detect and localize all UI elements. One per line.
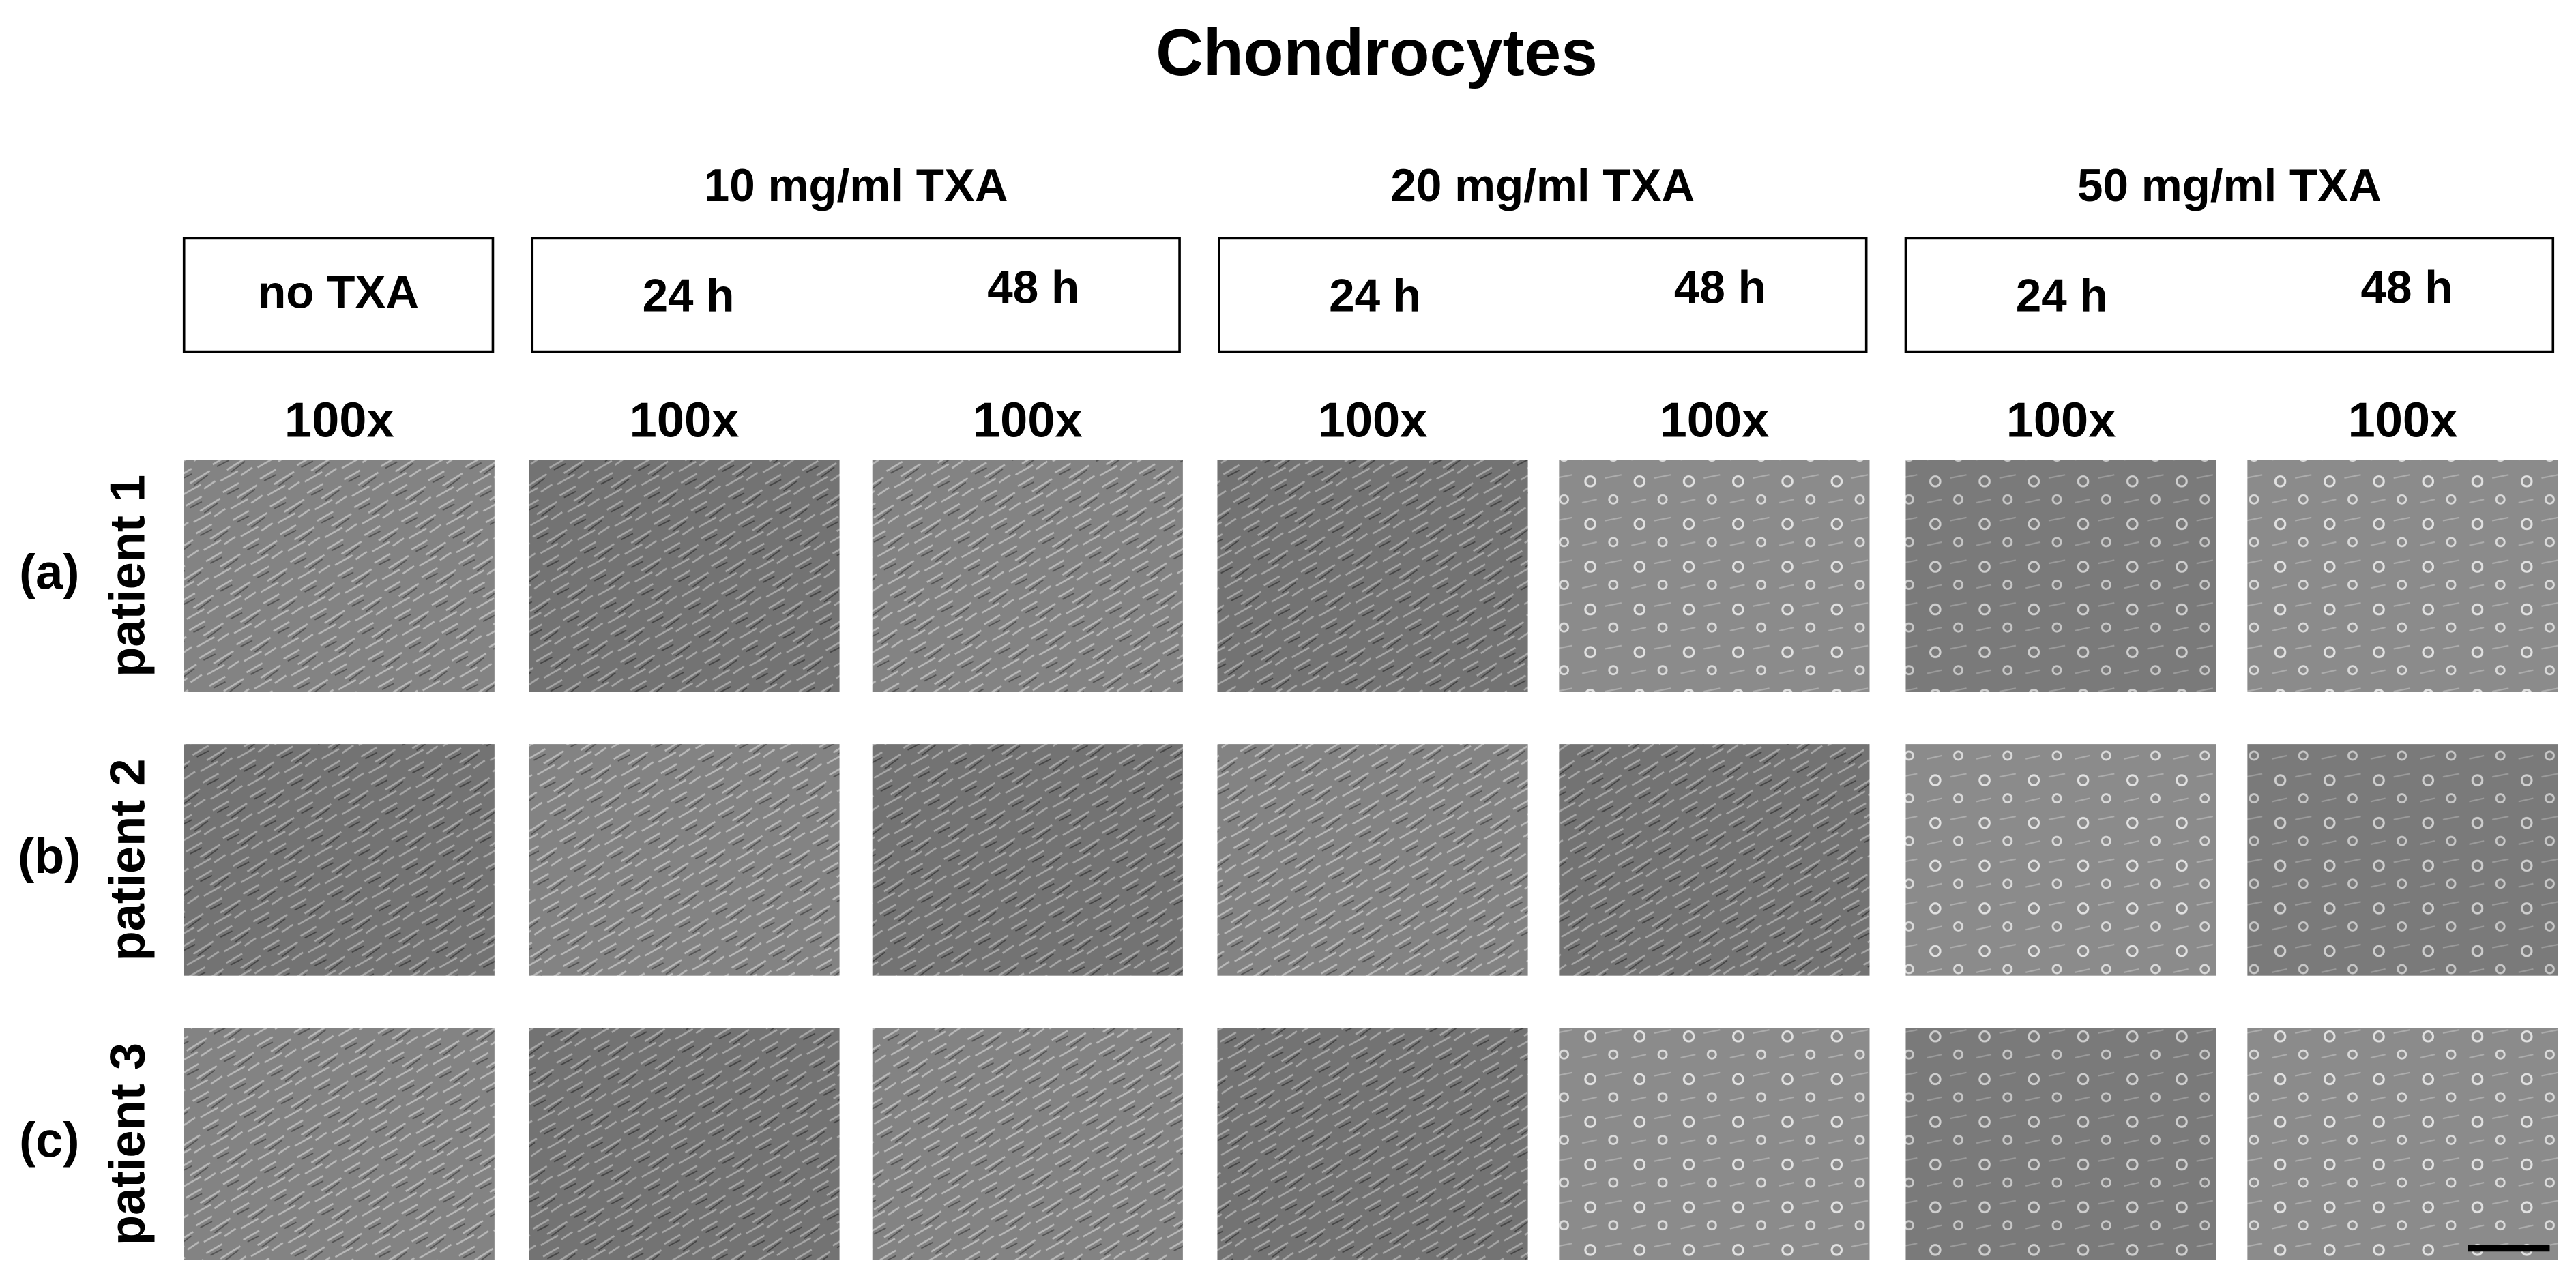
row-letter: (c) xyxy=(19,1114,79,1168)
row-label: patient 3 xyxy=(101,1043,156,1245)
micrograph-shade xyxy=(2247,460,2558,692)
magnification-label: 100x xyxy=(2006,393,2116,448)
micrograph xyxy=(1905,744,2216,976)
row-letter: (b) xyxy=(18,829,80,884)
micrograph xyxy=(872,460,1183,692)
time-label: 24 h xyxy=(643,270,735,321)
micrograph xyxy=(529,460,840,692)
time-label: 48 h xyxy=(987,262,1079,313)
condition-box xyxy=(1218,237,1868,353)
micrograph-shade xyxy=(1217,744,1528,976)
micrograph xyxy=(1559,744,1870,976)
micrograph xyxy=(1559,460,1870,692)
condition-box xyxy=(1904,237,2555,353)
micrograph-shade xyxy=(872,460,1183,692)
micrograph-shade xyxy=(184,1028,495,1260)
micrograph-shade xyxy=(1559,460,1870,692)
micrograph-shade xyxy=(1905,1028,2216,1260)
micrograph-shade xyxy=(872,1028,1183,1260)
micrograph-shade xyxy=(1559,1028,1870,1260)
micrograph-shade xyxy=(1217,460,1528,692)
micrograph xyxy=(529,1028,840,1260)
micrograph-shade xyxy=(1905,744,2216,976)
magnification-label: 100x xyxy=(2348,393,2458,448)
micrograph xyxy=(184,1028,495,1260)
micrograph-shade xyxy=(1905,460,2216,692)
micrograph xyxy=(2247,744,2558,976)
magnification-label: 100x xyxy=(973,393,1083,448)
micrograph xyxy=(1217,744,1528,976)
magnification-label: 100x xyxy=(1318,393,1428,448)
micrograph-shade xyxy=(1217,1028,1528,1260)
time-label: 48 h xyxy=(2361,262,2453,313)
micrograph-shade xyxy=(2247,1028,2558,1260)
micrograph-shade xyxy=(529,460,840,692)
micrograph xyxy=(1217,460,1528,692)
time-label: 48 h xyxy=(1674,262,1766,313)
micrograph xyxy=(1559,1028,1870,1260)
treatment-heading: 20 mg/ml TXA xyxy=(1390,160,1695,211)
micrograph-shade xyxy=(872,744,1183,976)
time-label: 24 h xyxy=(2016,270,2108,321)
treatment-heading: 50 mg/ml TXA xyxy=(2077,160,2382,211)
micrograph-shade xyxy=(1559,744,1870,976)
micrograph xyxy=(872,744,1183,976)
micrograph-shade xyxy=(529,744,840,976)
scale-bar xyxy=(2468,1245,2550,1252)
magnification-label: 100x xyxy=(284,393,394,448)
micrograph xyxy=(872,1028,1183,1260)
condition-box xyxy=(182,237,495,353)
micrograph xyxy=(184,744,495,976)
micrograph-shade xyxy=(184,744,495,976)
micrograph-shade xyxy=(184,460,495,692)
magnification-label: 100x xyxy=(630,393,740,448)
row-label: patient 1 xyxy=(101,475,156,677)
condition-box xyxy=(531,237,1181,353)
micrograph-shade xyxy=(2247,744,2558,976)
magnification-label: 100x xyxy=(1660,393,1770,448)
micrograph xyxy=(184,460,495,692)
treatment-heading: 10 mg/ml TXA xyxy=(704,160,1008,211)
condition-label: no TXA xyxy=(258,267,419,318)
figure-title: Chondrocytes xyxy=(1156,16,1598,89)
row-label: patient 2 xyxy=(101,758,156,961)
row-letter: (a) xyxy=(19,545,79,599)
micrograph xyxy=(1905,460,2216,692)
micrograph xyxy=(2247,460,2558,692)
micrograph xyxy=(2247,1028,2558,1260)
micrograph xyxy=(529,744,840,976)
micrograph xyxy=(1905,1028,2216,1260)
time-label: 24 h xyxy=(1329,270,1421,321)
micrograph-shade xyxy=(529,1028,840,1260)
micrograph xyxy=(1217,1028,1528,1260)
